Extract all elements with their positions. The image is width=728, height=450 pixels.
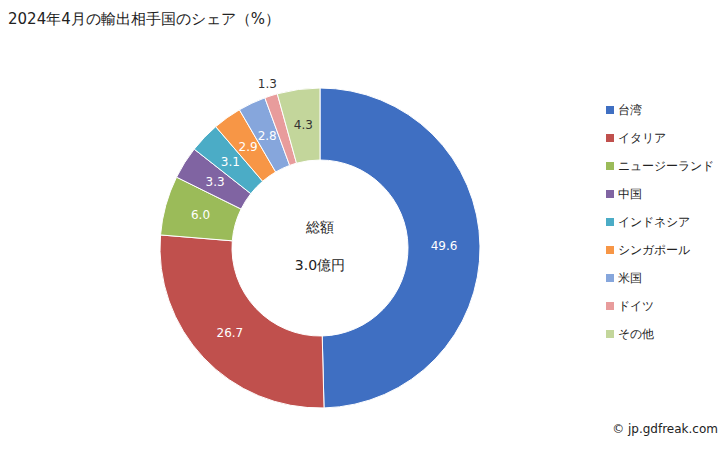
data-label: 49.6 [431,239,458,253]
legend-swatch [606,190,614,198]
legend-label: ドイツ [618,299,654,313]
legend-swatch [606,106,614,114]
title: 2024年4月の輸出相手国のシェア（%） [8,10,280,28]
legend-label: シンガポール [618,243,690,257]
data-label: 1.3 [258,77,277,91]
data-label: 6.0 [191,208,210,222]
legend-swatch [606,218,614,226]
legend-label: 中国 [618,187,642,201]
slice [277,88,320,163]
legend-label: ニュージーランド [618,159,714,173]
legend-label: インドネシア [618,215,690,229]
data-label: 3.1 [221,155,240,169]
data-labels: 49.6 26.7 6.0 3.3 3.12.92.8 1.3 4.3 [191,77,457,340]
legend-swatch [606,302,614,310]
legend-swatch [606,246,614,254]
data-label: 26.7 [217,326,244,340]
legend-swatch [606,330,614,338]
chart: 2024年4月の輸出相手国のシェア（%） 49.6 26.7 6.0 3.3 3.12.9… [0,0,728,450]
slice [320,88,480,408]
legend-swatch [606,134,614,142]
legend-swatch [606,162,614,170]
legend-label: 台湾 [618,103,642,117]
legend: 台湾イタリアニュージーランド中国インドネシアシンガポール米国ドイツその他 [606,103,714,341]
legend-label: その他 [618,327,654,341]
center-text: 総額 [305,219,334,235]
legend-label: 米国 [618,271,642,285]
data-label: 3.3 [206,175,225,189]
data-label: 2.9 [239,140,258,154]
legend-swatch [606,274,614,282]
legend-label: イタリア [618,131,666,145]
source: © jp.gdfreak.com [612,422,718,436]
center-text: 3.0億円 [295,257,345,273]
slices [160,88,480,408]
data-label: 2.8 [258,129,277,143]
data-label: 4.3 [294,118,313,132]
